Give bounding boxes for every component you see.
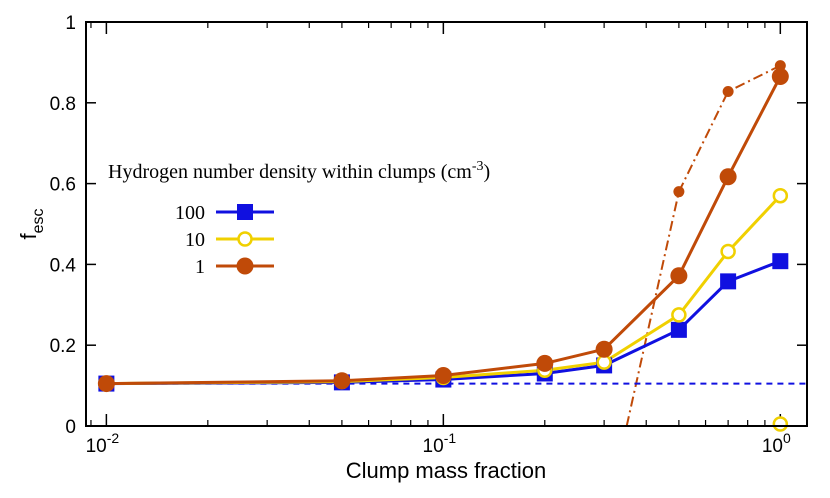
tick-labels: 0 0.2 0.4 0.6 0.8 1 10-2 10-1 100 bbox=[50, 13, 791, 457]
reference-lines bbox=[106, 64, 807, 426]
data-point-100 bbox=[720, 273, 737, 290]
data-point-1 bbox=[670, 267, 688, 285]
plot-frame bbox=[85, 21, 808, 427]
dash-dot-point bbox=[673, 186, 685, 198]
data-point-1 bbox=[97, 375, 115, 393]
legend-title-superscript: -3 bbox=[472, 159, 484, 174]
data-series bbox=[97, 60, 789, 432]
extra-data-point bbox=[772, 416, 789, 432]
data-point-1 bbox=[536, 354, 554, 372]
x-axis-title: Clump mass fraction bbox=[346, 458, 547, 483]
legend-title-end: ) bbox=[484, 161, 491, 183]
tick-marks bbox=[86, 21, 807, 427]
x-tick-label: 10-2 bbox=[86, 430, 120, 457]
legend-label-1: 1 bbox=[195, 256, 205, 278]
dash-dot-point bbox=[722, 85, 734, 97]
data-point-10 bbox=[720, 243, 736, 260]
legend-marker-1 bbox=[236, 257, 254, 275]
data-point-1 bbox=[719, 168, 737, 186]
dash-dot-line bbox=[625, 64, 781, 426]
series-line-1 bbox=[106, 75, 782, 386]
y-axis-title: fesc bbox=[16, 208, 47, 239]
data-point-1 bbox=[333, 372, 351, 390]
data-point-10 bbox=[671, 307, 687, 323]
data-point-1 bbox=[434, 367, 452, 384]
data-point-1 bbox=[771, 68, 789, 86]
legend-title: Hydrogen number density within clumps (c… bbox=[108, 159, 490, 183]
legend-marker-100 bbox=[237, 204, 253, 220]
data-point-1 bbox=[595, 340, 613, 358]
data-point-100 bbox=[772, 253, 789, 270]
y-tick-label: 0 bbox=[65, 417, 76, 438]
legend: Hydrogen number density within clumps (c… bbox=[108, 159, 490, 278]
y-axis-title-base: f bbox=[16, 233, 41, 240]
data-point-100 bbox=[670, 321, 687, 338]
legend-label-10: 10 bbox=[185, 229, 205, 251]
y-tick-label: 0.6 bbox=[50, 175, 76, 196]
legend-title-main: Hydrogen number density within clumps (c… bbox=[108, 161, 472, 183]
y-axis-title-subscript: esc bbox=[30, 208, 47, 233]
y-tick-label: 0.8 bbox=[50, 94, 76, 115]
data-point-10 bbox=[772, 187, 789, 204]
y-tick-label: 0.4 bbox=[50, 255, 77, 276]
series-line-10 bbox=[106, 194, 782, 386]
legend-marker-10 bbox=[237, 231, 253, 247]
x-tick-label: 100 bbox=[762, 430, 791, 457]
legend-label-100: 100 bbox=[175, 202, 205, 224]
y-tick-label: 0.2 bbox=[50, 336, 76, 357]
y-tick-label: 1 bbox=[65, 13, 76, 34]
dash-dot-point bbox=[774, 60, 786, 72]
x-tick-label: 10-1 bbox=[423, 430, 457, 457]
